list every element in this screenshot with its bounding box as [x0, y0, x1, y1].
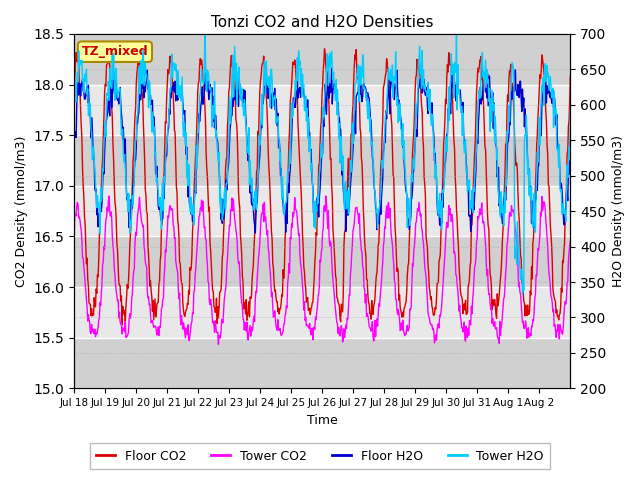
- Floor H2O: [374, 212, 381, 218]
- Tower H2O: [566, 107, 574, 113]
- Floor CO2: [264, 123, 271, 129]
- Tower CO2: [264, 228, 271, 234]
- Floor CO2: [70, 81, 78, 87]
- Floor CO2: [118, 322, 126, 328]
- Bar: [74, 135, 570, 186]
- Tower CO2: [220, 297, 228, 303]
- Title: Tonzi CO2 and H2O Densities: Tonzi CO2 and H2O Densities: [211, 15, 433, 30]
- Line: Tower CO2: Tower CO2: [74, 196, 570, 344]
- Bar: [74, 84, 570, 135]
- Tower CO2: [245, 329, 253, 335]
- Legend: Floor CO2, Tower CO2, Floor H2O, Tower H2O: Floor CO2, Tower CO2, Floor H2O, Tower H…: [90, 444, 550, 469]
- Tower H2O: [220, 190, 228, 196]
- Floor CO2: [402, 299, 410, 305]
- Tower CO2: [566, 239, 574, 244]
- Tower CO2: [129, 291, 136, 297]
- Tower H2O: [518, 291, 526, 297]
- Floor H2O: [448, 65, 456, 71]
- Floor H2O: [401, 182, 409, 188]
- Bar: [74, 237, 570, 287]
- Tower CO2: [70, 234, 78, 240]
- Tower H2O: [70, 103, 78, 109]
- X-axis label: Time: Time: [307, 414, 338, 427]
- Bar: [74, 287, 570, 338]
- Tower H2O: [401, 173, 409, 179]
- Y-axis label: CO2 Density (mmol/m3): CO2 Density (mmol/m3): [15, 135, 28, 287]
- Floor H2O: [264, 82, 271, 88]
- Bar: [74, 338, 570, 388]
- Floor H2O: [244, 158, 252, 164]
- Floor H2O: [129, 205, 136, 211]
- Tower H2O: [374, 226, 381, 231]
- Floor H2O: [566, 138, 574, 144]
- Tower H2O: [129, 193, 136, 199]
- Text: TZ_mixed: TZ_mixed: [81, 45, 148, 58]
- Y-axis label: H2O Density (mmol/m3): H2O Density (mmol/m3): [612, 135, 625, 287]
- Line: Floor H2O: Floor H2O: [74, 68, 570, 233]
- Floor CO2: [129, 158, 137, 164]
- Floor CO2: [566, 73, 574, 79]
- Floor CO2: [321, 46, 328, 52]
- Floor H2O: [252, 230, 259, 236]
- Line: Floor CO2: Floor CO2: [74, 49, 570, 325]
- Tower H2O: [201, 31, 209, 37]
- Floor H2O: [220, 216, 227, 222]
- Tower H2O: [264, 83, 271, 88]
- Tower CO2: [214, 341, 222, 347]
- Floor CO2: [374, 242, 382, 248]
- Floor CO2: [245, 299, 253, 305]
- Bar: [74, 186, 570, 237]
- Tower CO2: [322, 193, 330, 199]
- Tower CO2: [402, 331, 410, 337]
- Tower H2O: [245, 125, 253, 131]
- Floor H2O: [70, 136, 78, 142]
- Line: Tower H2O: Tower H2O: [74, 34, 570, 294]
- Floor CO2: [220, 214, 228, 220]
- Tower CO2: [374, 312, 382, 318]
- Bar: [74, 34, 570, 84]
